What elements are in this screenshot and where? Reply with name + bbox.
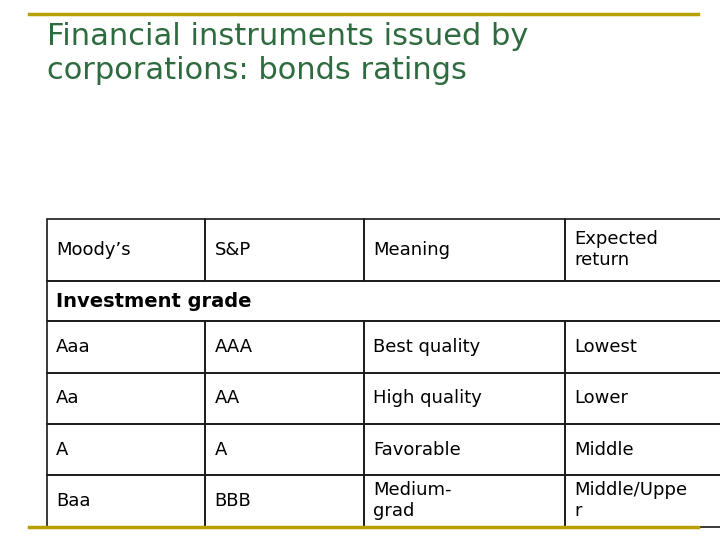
- Bar: [47, 219, 205, 281]
- Text: Lowest: Lowest: [575, 338, 637, 356]
- Text: Meaning: Meaning: [373, 241, 450, 259]
- Bar: [364, 373, 565, 424]
- Bar: [364, 321, 565, 373]
- Text: A: A: [56, 441, 68, 458]
- Text: Middle/Uppe
r: Middle/Uppe r: [575, 482, 688, 520]
- Text: Moody’s: Moody’s: [56, 241, 131, 259]
- Text: Aaa: Aaa: [56, 338, 91, 356]
- Text: Best quality: Best quality: [373, 338, 480, 356]
- Text: Aa: Aa: [56, 389, 80, 407]
- Text: High quality: High quality: [373, 389, 482, 407]
- Bar: [47, 424, 205, 475]
- Bar: [205, 424, 364, 475]
- Bar: [205, 321, 364, 373]
- Text: Lower: Lower: [575, 389, 629, 407]
- Text: Favorable: Favorable: [373, 441, 461, 458]
- Text: Middle: Middle: [575, 441, 634, 458]
- Bar: [364, 424, 565, 475]
- Bar: [47, 475, 205, 526]
- Text: Baa: Baa: [56, 492, 91, 510]
- Text: Expected
return: Expected return: [575, 231, 658, 269]
- Bar: [565, 373, 720, 424]
- Bar: [205, 475, 364, 526]
- Text: AAA: AAA: [215, 338, 253, 356]
- Text: A: A: [215, 441, 227, 458]
- Text: BBB: BBB: [215, 492, 251, 510]
- Text: AA: AA: [215, 389, 240, 407]
- Bar: [47, 281, 720, 321]
- Bar: [565, 475, 720, 526]
- Bar: [364, 475, 565, 526]
- Text: Financial instruments issued by
corporations: bonds ratings: Financial instruments issued by corporat…: [47, 22, 528, 85]
- Bar: [47, 321, 205, 373]
- Bar: [47, 373, 205, 424]
- Bar: [205, 373, 364, 424]
- Bar: [565, 219, 720, 281]
- Bar: [205, 219, 364, 281]
- Bar: [565, 321, 720, 373]
- Bar: [565, 424, 720, 475]
- Text: Medium-
grad: Medium- grad: [373, 482, 451, 520]
- Text: S&P: S&P: [215, 241, 251, 259]
- Bar: [364, 219, 565, 281]
- Text: Investment grade: Investment grade: [56, 292, 252, 310]
